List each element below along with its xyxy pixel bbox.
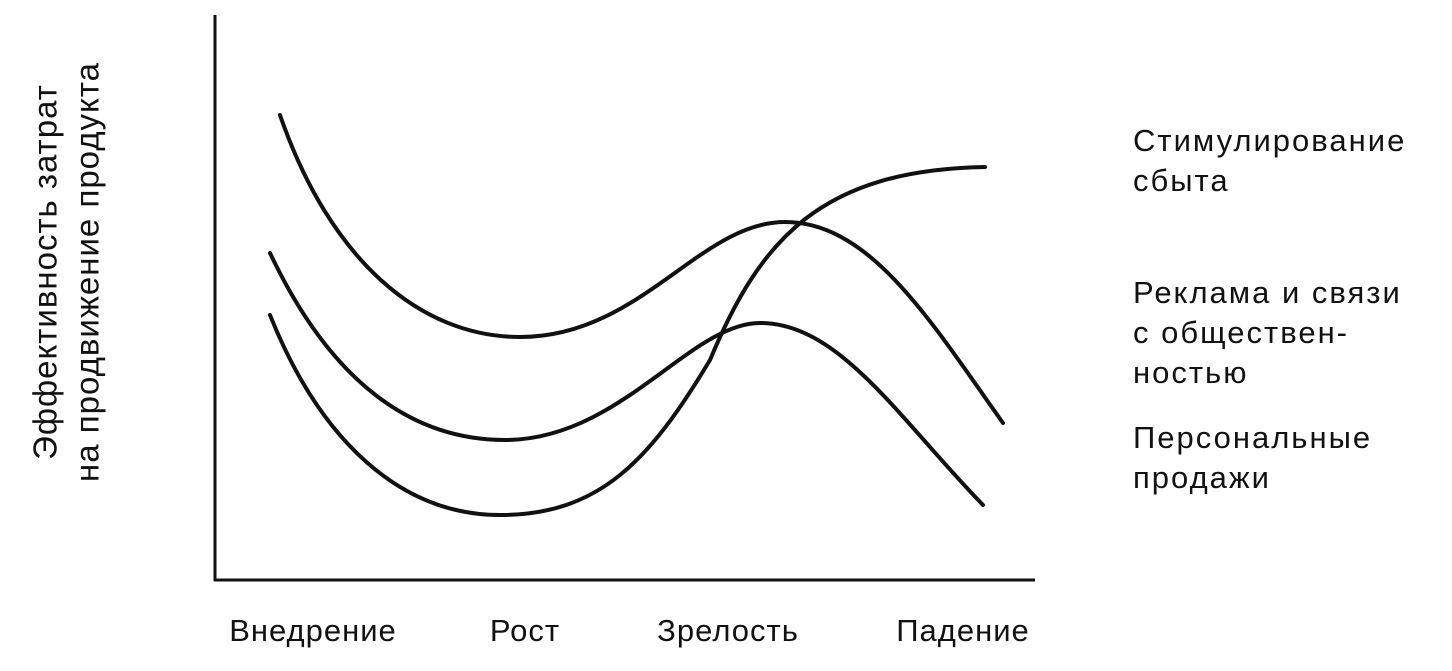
stage-label: Падение (896, 613, 1030, 648)
stage-label: Внедрение (229, 613, 397, 648)
curve-personal-selling (268, 251, 985, 507)
curve-label: продажи (1133, 460, 1271, 495)
y-axis-label: Эффективность затрат на продвижение прод… (27, 62, 106, 482)
y-label-line: Эффективность затрат (27, 84, 64, 460)
curve-labels: Стимулирование сбыта Реклама и связи с о… (1133, 123, 1406, 495)
curve-label: сбыта (1133, 163, 1230, 198)
curve-label: ностью (1133, 355, 1248, 390)
stage-label: Зрелость (657, 613, 799, 648)
curve-label: Реклама и связи (1133, 275, 1402, 310)
curve-promotion (268, 165, 987, 518)
curve-label: с обществен- (1133, 315, 1349, 350)
curve-advertising (278, 113, 1005, 425)
stage-label: Рост (490, 613, 560, 648)
y-label-line: на продвижение продукта (69, 62, 106, 482)
curve-label: Персональные (1133, 420, 1372, 455)
curve-label: Стимулирование (1133, 123, 1406, 158)
stage-labels: Внедрение Рост Зрелость Падение (229, 613, 1030, 648)
